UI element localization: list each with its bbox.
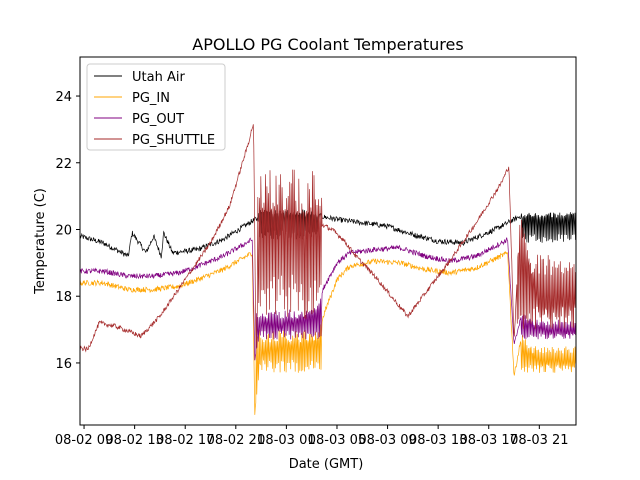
legend-label: PG_IN [132,91,170,106]
x-tick-label: 08-02 13 [105,433,163,448]
x-tick-label: 08-03 13 [409,433,467,448]
y-axis: 16 18 20 22 24 [55,90,80,372]
series-line-pg-in [80,251,576,415]
x-tick-label: 08-02 21 [207,433,265,448]
x-tick-label: 08-02 17 [156,433,214,448]
x-axis-label: Date (GMT) [289,457,364,472]
legend-label: PG_OUT [132,112,184,127]
y-axis-label: Temperature (C) [33,188,48,295]
series-line-pg-shuttle [80,124,576,353]
x-tick-label: 08-03 01 [257,433,315,448]
legend: Utah Air PG_IN PG_OUT PG_SHUTTLE [86,63,226,151]
series-layer [80,124,576,415]
x-tick-label: 08-02 09 [55,433,113,448]
y-tick-label: 16 [55,357,72,372]
x-tick-label: 08-03 17 [460,433,518,448]
y-tick-label: 22 [55,157,72,172]
series-line-utah-air [80,209,576,259]
chart-title: APOLLO PG Coolant Temperatures [192,35,463,54]
legend-label: PG_SHUTTLE [132,133,215,148]
plot-frame [79,56,577,426]
y-tick-label: 24 [55,90,72,105]
y-tick-label: 20 [55,223,72,238]
x-tick-label: 08-03 09 [358,433,416,448]
series-line-pg-out [80,237,576,361]
y-tick-label: 18 [55,290,72,305]
x-tick-label: 08-03 21 [510,433,568,448]
x-tick-label: 08-03 05 [308,433,366,448]
legend-box [86,63,226,151]
legend-label: Utah Air [132,70,185,85]
